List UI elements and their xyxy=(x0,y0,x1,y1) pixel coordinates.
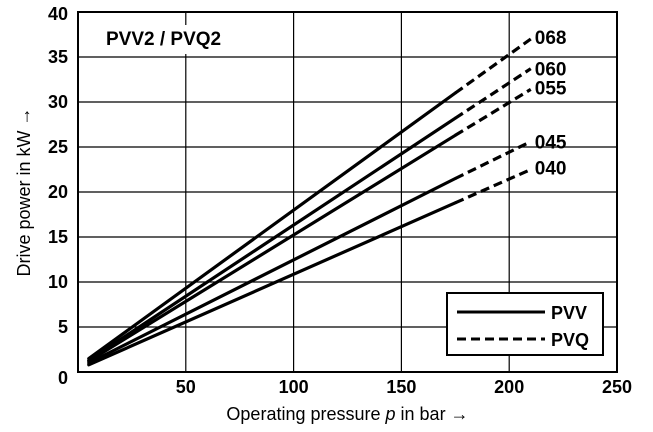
legend-label-pvq: PVQ xyxy=(551,330,589,350)
y-tick-label: 10 xyxy=(48,272,68,292)
x-tick-label: 200 xyxy=(494,377,524,397)
x-axis-label: Operating pressure p in bar → xyxy=(226,404,468,424)
y-tick-label: 35 xyxy=(48,47,68,67)
y-ticks: 0 5 10 15 20 25 30 35 40 xyxy=(48,4,68,388)
series-lines xyxy=(87,37,532,367)
y-tick-label: 15 xyxy=(48,227,68,247)
y-tick-label: 20 xyxy=(48,182,68,202)
y-tick-label: 40 xyxy=(48,4,68,24)
x-tick-label: 50 xyxy=(176,377,196,397)
series-040-dashed xyxy=(454,168,532,205)
x-ticks: 50 100 150 200 250 xyxy=(176,377,632,397)
chart-title: PVV2 / PVQ2 xyxy=(106,29,221,50)
x-axis-label-prefix: Operating pressure xyxy=(226,404,385,424)
y-tick-label: 5 xyxy=(58,317,68,337)
grid xyxy=(78,12,617,372)
x-tick-label: 150 xyxy=(386,377,416,397)
series-label-040: 040 xyxy=(535,159,567,180)
y-tick-label: 25 xyxy=(48,137,68,157)
plot-frame xyxy=(77,11,618,373)
series-068-dashed xyxy=(454,37,532,95)
legend: PVV PVQ xyxy=(446,292,604,356)
x-axis-label-suffix: in bar → xyxy=(396,404,469,424)
series-040-solid xyxy=(87,201,457,367)
series-055-dashed xyxy=(454,88,532,137)
legend-label-pvv: PVV xyxy=(551,303,587,323)
series-label-055: 055 xyxy=(535,78,567,99)
series-label-060: 060 xyxy=(535,60,567,81)
y-tick-label: 30 xyxy=(48,92,68,112)
series-060-solid xyxy=(87,116,457,362)
x-axis-label-symbol: p xyxy=(385,404,396,424)
series-068-solid xyxy=(87,91,457,361)
x-tick-label: 100 xyxy=(279,377,309,397)
series-label-045: 045 xyxy=(535,133,567,154)
series-045-solid xyxy=(87,176,457,365)
chart-title-background xyxy=(100,25,228,54)
legend-box xyxy=(446,292,604,356)
y-axis-label: Drive power in kW → xyxy=(14,107,34,276)
y-tick-label: 0 xyxy=(58,368,68,388)
series-055-solid xyxy=(87,133,457,363)
series-label-068: 068 xyxy=(535,28,567,49)
x-tick-label: 250 xyxy=(602,377,632,397)
series-060-dashed xyxy=(454,67,532,120)
